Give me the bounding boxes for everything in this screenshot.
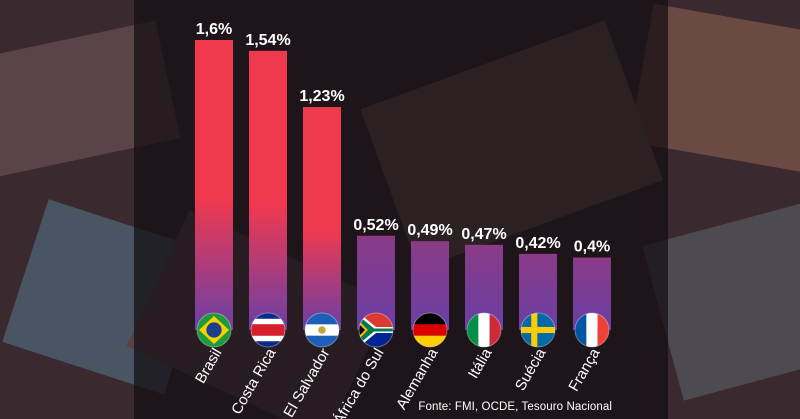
el-salvador-flag: [304, 312, 340, 348]
bar-2: [249, 50, 287, 330]
value-label: 0,47%: [461, 226, 506, 243]
category-label: Costa Rica: [228, 345, 280, 418]
value-label: 0,49%: [407, 222, 452, 239]
category-label: El Salvador: [280, 346, 333, 419]
value-label: 0,4%: [574, 239, 610, 256]
brazil-flag: [196, 312, 232, 348]
value-label: 1,23%: [299, 88, 344, 105]
source-note: Fonte: FMI, OCDE, Tesouro Nacional: [418, 401, 612, 413]
category-label: África do Sul: [330, 346, 387, 419]
category-label: França: [565, 345, 603, 394]
category-label: Suécia: [512, 345, 550, 394]
sweden-flag: [520, 312, 556, 348]
value-label: 1,6%: [196, 21, 232, 38]
bar-3: [303, 107, 341, 330]
category-label: Itália: [465, 345, 496, 382]
costa-rica-flag: [250, 312, 286, 348]
france-flag: [574, 312, 610, 348]
value-label: 0,42%: [515, 235, 560, 252]
value-label: 0,52%: [353, 217, 398, 234]
south-africa-flag: [358, 312, 394, 348]
bar-1: [195, 40, 233, 330]
category-label: Brasil: [192, 346, 225, 387]
italy-flag: [466, 312, 502, 348]
germany-flag: [412, 312, 448, 348]
value-label: 1,54%: [245, 32, 290, 49]
